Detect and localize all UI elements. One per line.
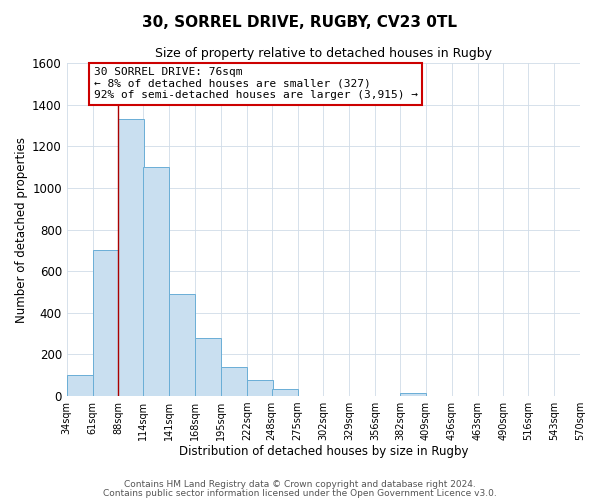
Bar: [221, 367, 247, 396]
Text: 30 SORREL DRIVE: 76sqm
← 8% of detached houses are smaller (327)
92% of semi-det: 30 SORREL DRIVE: 76sqm ← 8% of detached …: [94, 67, 418, 100]
Bar: [272, 388, 298, 396]
Bar: [247, 380, 272, 396]
Text: Contains public sector information licensed under the Open Government Licence v3: Contains public sector information licen…: [103, 488, 497, 498]
Text: 30, SORREL DRIVE, RUGBY, CV23 0TL: 30, SORREL DRIVE, RUGBY, CV23 0TL: [143, 15, 458, 30]
X-axis label: Distribution of detached houses by size in Rugby: Distribution of detached houses by size …: [179, 444, 468, 458]
Bar: [143, 167, 169, 396]
Bar: [118, 119, 145, 396]
Bar: [92, 250, 118, 396]
Bar: [195, 338, 221, 396]
Bar: [169, 294, 195, 396]
Y-axis label: Number of detached properties: Number of detached properties: [15, 136, 28, 322]
Bar: [67, 375, 92, 396]
Title: Size of property relative to detached houses in Rugby: Size of property relative to detached ho…: [155, 48, 492, 60]
Bar: [400, 393, 426, 396]
Text: Contains HM Land Registry data © Crown copyright and database right 2024.: Contains HM Land Registry data © Crown c…: [124, 480, 476, 489]
